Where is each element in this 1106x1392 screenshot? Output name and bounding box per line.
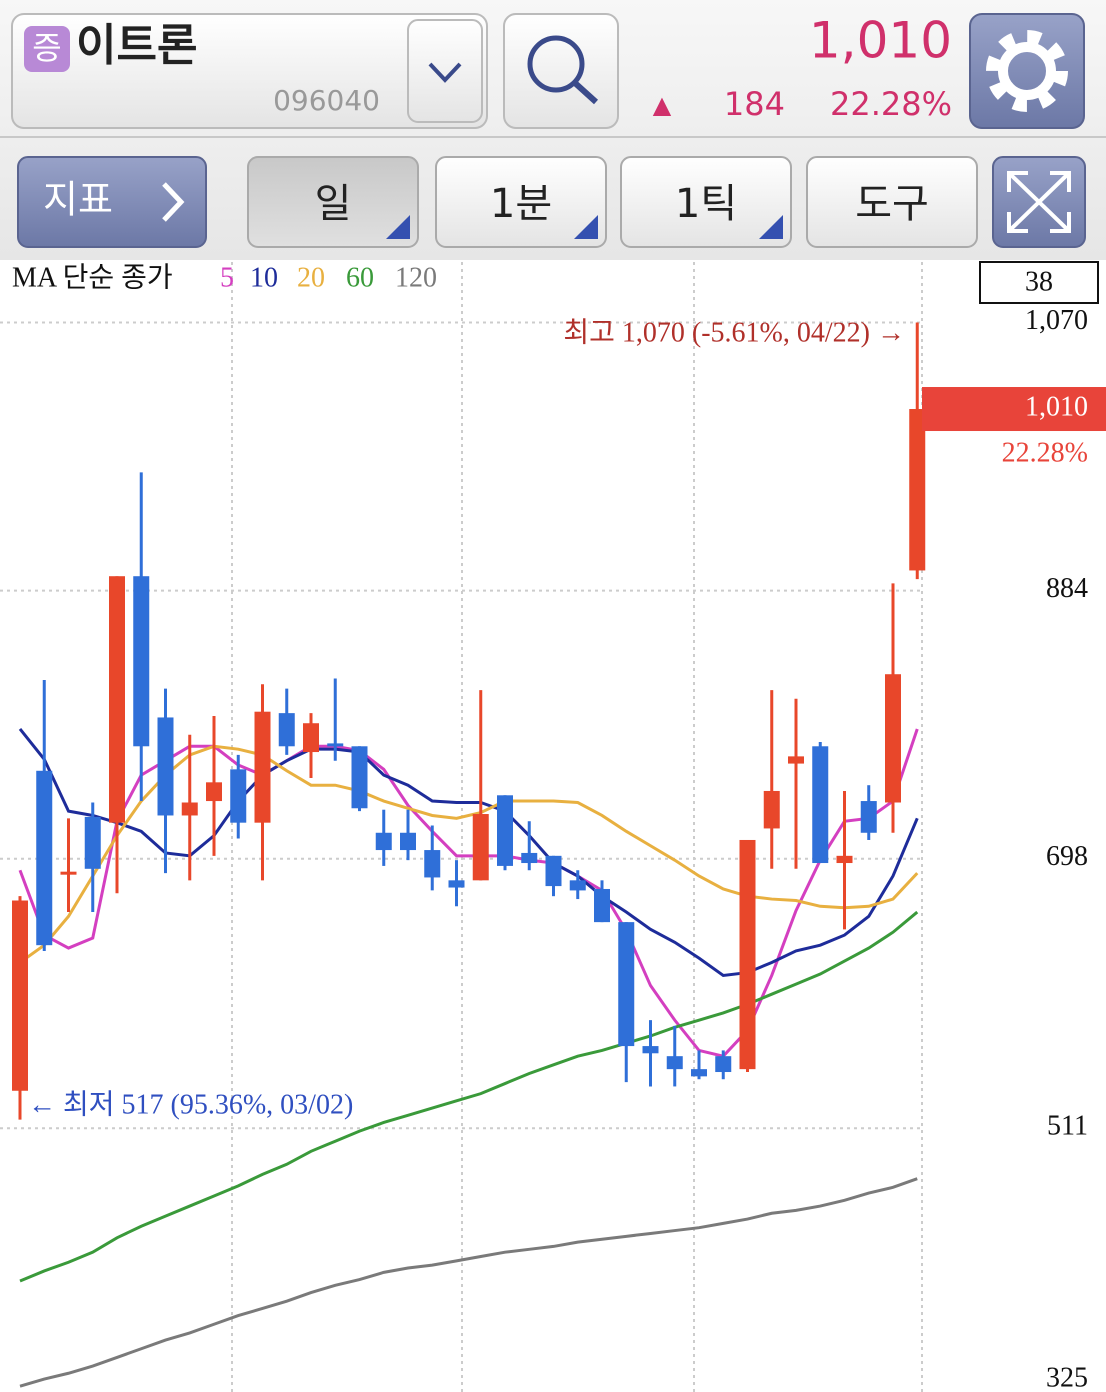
- badge: [24, 26, 70, 72]
- candle-body: [109, 576, 125, 823]
- candle-body: [569, 880, 586, 891]
- candle-body: [400, 832, 416, 851]
- candle-body: [521, 852, 538, 864]
- stock-code: 096040: [273, 84, 380, 117]
- candle-body: [909, 409, 926, 571]
- last-price-label: 1,010: [1025, 391, 1088, 422]
- candle-body: [642, 1046, 659, 1054]
- y-tick-label: 511: [1047, 1111, 1088, 1142]
- legend-entry: 20: [297, 262, 325, 293]
- candle-body: [885, 674, 901, 803]
- search-button[interactable]: [503, 13, 619, 129]
- low-annotation: ← 최저 517 (95.36%, 03/02): [28, 1088, 353, 1120]
- legend-title: MA 단순 종가: [12, 261, 173, 293]
- candle-body: [254, 711, 271, 823]
- candle-body: [12, 900, 28, 1091]
- y-tick-label: 1,070: [1025, 305, 1088, 336]
- candle-body: [836, 855, 853, 864]
- indicator-label: 지표: [43, 178, 113, 222]
- y-tick-label: 698: [1046, 841, 1088, 872]
- candle-body: [715, 1056, 732, 1073]
- chevron-icon: [428, 62, 462, 83]
- chevron-icon: [162, 182, 185, 222]
- y-tick-label: 884: [1046, 573, 1088, 604]
- period-button[interactable]: [247, 156, 419, 248]
- expand-icon: [1007, 171, 1071, 233]
- ma-line: [19, 1177, 918, 1388]
- candle-body: [763, 790, 780, 829]
- candle-body: [60, 871, 77, 875]
- dropdown-button[interactable]: [407, 19, 483, 123]
- search-icon: [572, 80, 599, 105]
- candle-body: [448, 880, 465, 888]
- period-label: 도구: [855, 181, 929, 227]
- candle-body: [278, 713, 295, 747]
- last-change-label: 22.28%: [1002, 437, 1088, 468]
- candle-body: [812, 746, 829, 864]
- y-tick-label: 325: [1046, 1362, 1088, 1392]
- candle-body: [618, 922, 635, 1047]
- ma-line: [19, 910, 919, 1283]
- candle-body: [497, 795, 513, 866]
- candle-body: [788, 756, 804, 764]
- settings-button[interactable]: [969, 13, 1085, 129]
- candle-body: [666, 1056, 683, 1070]
- last-price-tag: [922, 387, 1106, 432]
- stock-name: 이트론: [76, 20, 197, 71]
- candle-body: [691, 1069, 707, 1077]
- candle-body: [157, 717, 174, 816]
- candle-body: [36, 770, 53, 946]
- count-label: 38: [1025, 266, 1053, 297]
- dropdown-corner: [759, 215, 783, 239]
- gear-icon: [998, 42, 1056, 100]
- candle-body: [351, 746, 368, 809]
- price: 1,010: [809, 12, 952, 70]
- indicator-button[interactable]: [17, 156, 207, 248]
- change-rate: 22.28%: [830, 85, 952, 123]
- candle-body: [860, 801, 877, 833]
- candle-body: [84, 816, 101, 869]
- plot: [0, 321, 926, 1388]
- change: 184: [724, 85, 785, 123]
- candle-body: [375, 832, 392, 851]
- ma-line: [18, 728, 919, 978]
- period-label: 일: [315, 181, 352, 227]
- legend-entry: 120: [395, 262, 437, 293]
- candle-body: [133, 576, 150, 747]
- candle-body: [303, 723, 319, 753]
- period-button[interactable]: [806, 156, 978, 248]
- dropdown-corner: [386, 215, 410, 239]
- badge-text: 증: [32, 29, 61, 67]
- legend-entry: 5: [220, 262, 234, 293]
- legend-entry: 60: [346, 262, 374, 293]
- count-box: [979, 261, 1099, 304]
- period-label: 1분: [490, 181, 552, 227]
- candle-body: [739, 839, 756, 1070]
- stock-selector[interactable]: [11, 13, 488, 129]
- candle-body: [424, 850, 441, 878]
- candle-body: [230, 769, 247, 823]
- candle-body: [594, 888, 610, 923]
- period-button[interactable]: [435, 156, 607, 248]
- search-icon: [527, 35, 585, 93]
- candle-body: [327, 743, 344, 747]
- change-arrow: ▲: [653, 91, 672, 119]
- dropdown-corner: [574, 215, 598, 239]
- ma-line: [18, 728, 919, 1058]
- candle-body: [206, 782, 222, 802]
- period-label: 1틱: [675, 181, 737, 227]
- legend-entry: 10: [250, 262, 278, 293]
- candle-body: [472, 814, 489, 881]
- candle-body: [545, 855, 562, 887]
- gear-icon: [986, 30, 1068, 112]
- period-button[interactable]: [620, 156, 792, 248]
- high-annotation: 최고 1,070 (-5.61%, 04/22) →: [563, 316, 905, 348]
- candle-body: [181, 802, 198, 816]
